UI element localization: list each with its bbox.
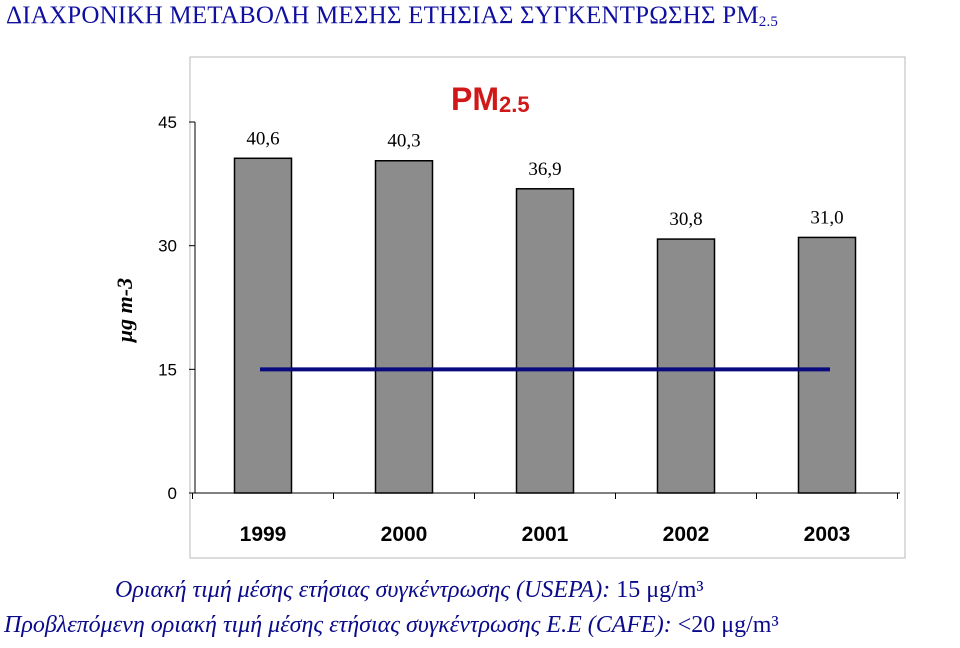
page-title-subscript: 2.5	[758, 14, 779, 30]
data-label-2001: 36,9	[528, 159, 561, 180]
chart-title: PM2.5	[451, 81, 530, 117]
data-label-2000: 40,3	[387, 131, 420, 152]
bar-2002	[656, 238, 716, 494]
y-tick-label: 0	[168, 484, 177, 503]
footnote-cafe-text: Προβλεπόμενη οριακή τιμή μέσης ετήσιας σ…	[4, 612, 678, 638]
page-title-main: ΔΙΑΧΡΟΝΙΚΗ ΜΕΤΑΒΟΛΗ ΜΕΣΗΣ ΕΤΗΣΙΑΣ ΣΥΓΚΕΝ…	[6, 2, 759, 29]
x-tick-label: 2003	[804, 523, 851, 546]
chart-area-frame	[189, 56, 906, 559]
y-tick-label: 30	[158, 237, 177, 256]
chart-title-main: PM	[451, 81, 499, 117]
chart-title-subscript: 2.5	[499, 92, 530, 117]
data-label-2002: 30,8	[669, 209, 702, 230]
footnote-usepa-value: 15 μg/m³	[616, 577, 704, 603]
bar-2001	[515, 188, 575, 494]
y-tick-label: 45	[158, 113, 177, 132]
footnote-cafe: Προβλεπόμενη οριακή τιμή μέσης ετήσιας σ…	[4, 612, 779, 639]
x-axis: 1999 2000 2001 2002 2003	[192, 492, 900, 546]
y-axis-label: μg m-3	[112, 278, 137, 343]
x-tick-label: 2001	[522, 523, 569, 546]
bar-1999	[233, 157, 293, 494]
y-axis: 0 15 30 45	[158, 113, 196, 503]
data-labels: 40,6 40,3 36,9 30,8 31,0	[246, 128, 843, 230]
x-tick-label: 1999	[240, 523, 287, 546]
x-tick-label: 2000	[381, 523, 428, 546]
data-label-1999: 40,6	[246, 128, 279, 149]
footnote-usepa: Οριακή τιμή μέσης ετήσιας συγκέντρωσης (…	[115, 577, 704, 604]
footnote-cafe-value: <20 μg/m³	[677, 612, 779, 638]
y-tick-label: 15	[158, 360, 177, 379]
bar-series	[233, 157, 857, 494]
data-label-2003: 31,0	[810, 207, 843, 228]
x-tick-label: 2002	[663, 523, 710, 546]
bar-2000	[374, 159, 434, 494]
footnote-usepa-text: Οριακή τιμή μέσης ετήσιας συγκέντρωσης (…	[115, 577, 617, 603]
bar-2003	[797, 236, 857, 494]
page-title: ΔΙΑΧΡΟΝΙΚΗ ΜΕΤΑΒΟΛΗ ΜΕΣΗΣ ΕΤΗΣΙΑΣ ΣΥΓΚΕΝ…	[6, 2, 778, 31]
